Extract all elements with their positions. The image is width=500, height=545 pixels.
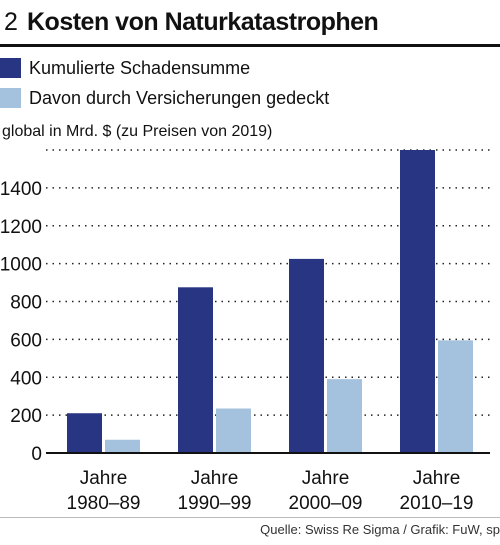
bar-cumulative [67, 413, 102, 453]
bar-insured [216, 408, 251, 453]
y-tick-label: 1000 [0, 255, 42, 276]
y-tick-label: 1400 [0, 179, 42, 200]
y-tick-label: 800 [10, 293, 42, 314]
bar-insured [105, 439, 140, 453]
x-tick-label: 1980–89 [67, 493, 141, 514]
figure-header: 2 Kosten von Naturkatastrophen [0, 0, 500, 48]
bar-cumulative [178, 287, 213, 453]
figure-title: Kosten von Naturkatastrophen [27, 8, 379, 36]
bar-cumulative [289, 258, 324, 453]
y-tick-label: 400 [10, 368, 42, 389]
legend-item-insured: Davon durch Versicherungen gedeckt [0, 87, 329, 109]
y-tick-label: 600 [10, 330, 42, 351]
legend-item-cumulative: Kumulierte Schadensumme [0, 57, 250, 79]
bar-cumulative [400, 150, 435, 453]
source-note: Quelle: Swiss Re Sigma / Grafik: FuW, sp [260, 522, 500, 537]
footer-rule [0, 517, 500, 518]
legend-label-insured: Davon durch Versicherungen gedeckt [29, 87, 330, 108]
bar-insured [327, 379, 362, 453]
x-tick-label: Jahre [80, 468, 128, 489]
x-tick-label: 2000–09 [289, 493, 363, 514]
bar-insured [438, 340, 473, 453]
x-tick-label: Jahre [191, 468, 239, 489]
header-rule [0, 44, 500, 47]
y-tick-label: 200 [10, 406, 42, 427]
legend-swatch-cumulative [0, 58, 21, 78]
x-tick-label: 1990–99 [178, 493, 252, 514]
legend-label-cumulative: Kumulierte Schadensumme [29, 57, 251, 78]
x-tick-label: Jahre [413, 468, 461, 489]
legend-swatch-insured [0, 88, 21, 108]
x-tick-label: 2010–19 [400, 493, 474, 514]
y-tick-label: 1200 [0, 217, 42, 238]
figure-number: 2 [4, 8, 18, 36]
y-axis-label: global in Mrd. $ (zu Preisen von 2019) [2, 123, 273, 140]
x-tick-label: Jahre [302, 468, 350, 489]
y-tick-label: 0 [31, 444, 42, 465]
